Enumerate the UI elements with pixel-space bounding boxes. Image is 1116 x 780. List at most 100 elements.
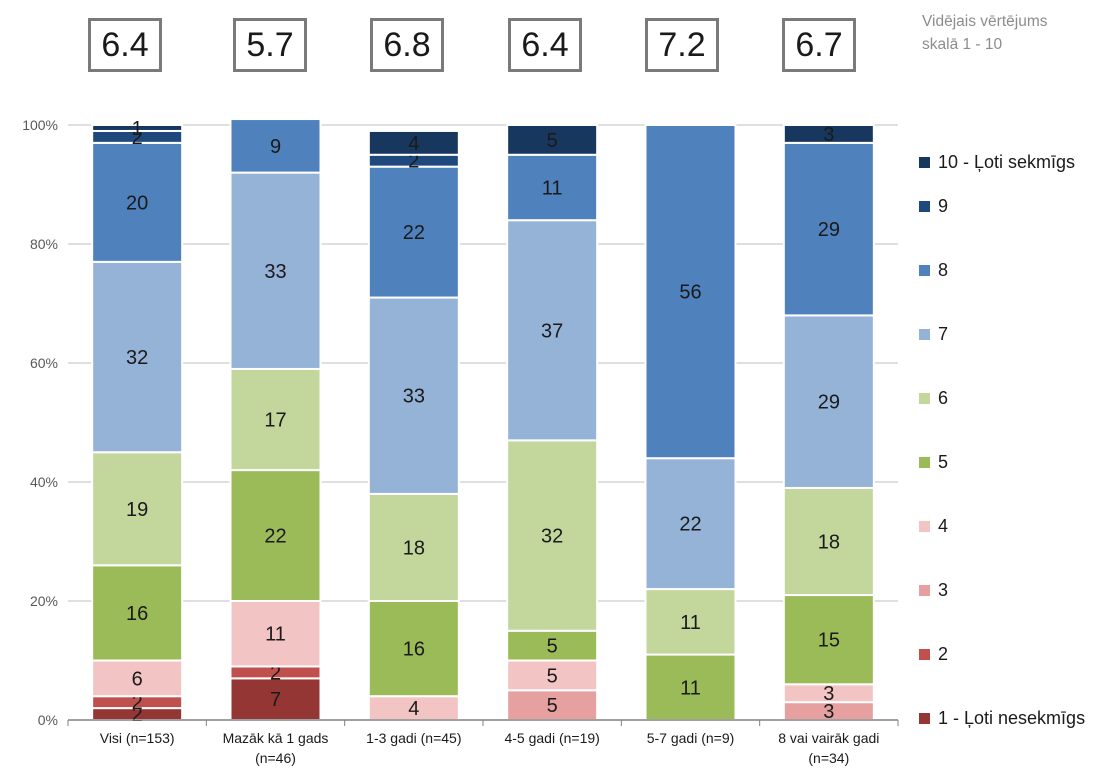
bar-segment	[91, 124, 184, 132]
average-score-box: 6.7	[782, 18, 856, 72]
legend-swatch	[919, 393, 930, 404]
legend-item: 8	[919, 260, 948, 281]
y-tick-label: 20%	[30, 593, 58, 609]
data-label: 17	[264, 410, 286, 432]
legend-label: 7	[938, 324, 949, 344]
legend-item: 6	[919, 388, 948, 409]
data-label: 15	[818, 630, 840, 652]
legend-item: 1 - Ļoti nesekmīgs	[919, 708, 1085, 729]
x-tick-label: (n=46)	[255, 750, 296, 766]
data-label: 2	[270, 662, 281, 684]
data-label: 1	[132, 118, 143, 140]
legend-swatch	[919, 457, 930, 468]
bar-segment	[229, 118, 322, 174]
data-label: 4	[408, 698, 419, 720]
legend-label: 3	[938, 580, 949, 600]
bar-segment	[782, 124, 875, 144]
bar-segment	[506, 219, 599, 442]
legend-swatch	[919, 265, 930, 276]
legend-label: 2	[938, 644, 949, 664]
bar-segment	[506, 124, 599, 156]
data-label: 3	[823, 683, 834, 705]
data-label: 37	[541, 320, 563, 342]
legend-label: 4	[938, 516, 949, 536]
data-label: 11	[265, 624, 286, 646]
legend-label: 5	[938, 452, 949, 472]
x-tick-label: 8 vai vairāk gadi	[778, 730, 879, 746]
data-label: 5	[547, 130, 558, 152]
y-tick-label: 60%	[30, 355, 58, 371]
data-label: 19	[126, 499, 148, 521]
y-tick-label: 40%	[30, 474, 58, 490]
legend-label: 9	[938, 196, 949, 216]
bar-segment	[506, 659, 599, 692]
legend-swatch	[919, 201, 930, 212]
x-tick-label: 1-3 gadi (n=45)	[366, 730, 461, 746]
data-label: 32	[126, 347, 148, 369]
data-label: 16	[126, 603, 148, 625]
data-label: 6	[132, 668, 143, 690]
legend-item: 10 - Ļoti sekmīgs	[919, 152, 1075, 173]
data-label: 18	[818, 532, 840, 554]
data-label: 7	[270, 689, 281, 711]
bar-segment	[91, 451, 184, 567]
bar-segment	[91, 141, 184, 263]
data-label: 5	[547, 695, 558, 717]
bar-segment	[229, 677, 322, 721]
legend-swatch	[919, 521, 930, 532]
legend-label: 8	[938, 260, 949, 280]
x-tick-label: Mazāk kā 1 gads	[223, 730, 329, 746]
bar-segment	[644, 588, 737, 656]
data-label: 22	[403, 222, 425, 244]
average-caption-line2: skalā 1 - 10	[922, 36, 1003, 53]
data-label: 11	[680, 677, 701, 699]
bar-segment	[782, 314, 875, 489]
y-tick-label: 80%	[30, 236, 58, 252]
legend-item: 3	[919, 580, 948, 601]
average-score-box: 6.4	[508, 18, 582, 72]
data-label: 22	[679, 514, 701, 536]
bar-segment	[644, 124, 737, 460]
legend-item: 4	[919, 516, 948, 537]
bar-segment	[506, 439, 599, 632]
data-label: 3	[823, 701, 834, 723]
bar-segment	[782, 594, 875, 686]
data-label: 4	[408, 133, 419, 155]
legend-label: 10 - Ļoti sekmīgs	[938, 152, 1076, 172]
legend-swatch	[919, 329, 930, 340]
bar-segment	[229, 171, 322, 370]
average-score-box: 6.4	[88, 18, 162, 72]
data-label: 18	[403, 537, 425, 559]
average-caption: Vidējais vērtējums skalā 1 - 10	[922, 10, 1102, 56]
data-label: 20	[126, 192, 148, 214]
data-label: 2	[132, 127, 143, 149]
legend-item: 2	[919, 644, 948, 665]
bar-segment	[506, 153, 599, 222]
data-label: 33	[264, 261, 286, 283]
data-label: 9	[270, 136, 281, 158]
bar-segment	[367, 129, 460, 156]
x-tick-label: 4-5 gadi (n=19)	[504, 730, 599, 746]
data-label: 33	[403, 386, 425, 408]
legend-label: 1 - Ļoti nesekmīgs	[938, 708, 1086, 728]
legend-swatch	[919, 649, 930, 660]
data-label: 32	[541, 526, 563, 548]
data-label: 3	[823, 124, 834, 146]
bar-segment	[229, 469, 322, 602]
data-label: 5	[547, 665, 558, 687]
data-label: 29	[818, 392, 840, 414]
bar-segment	[506, 689, 599, 721]
legend-label: 6	[938, 388, 949, 408]
average-score-box: 7.2	[645, 18, 719, 72]
bar-segment	[91, 260, 184, 454]
bar-segment	[367, 165, 460, 299]
legend-item: 5	[919, 452, 948, 473]
bar-segment	[782, 486, 875, 597]
data-label: 56	[679, 282, 701, 304]
bar-segment	[367, 296, 460, 495]
legend-item: 7	[919, 324, 948, 345]
y-tick-label: 0%	[38, 712, 58, 728]
bar-segment	[229, 367, 322, 472]
average-score-box: 6.8	[370, 18, 444, 72]
